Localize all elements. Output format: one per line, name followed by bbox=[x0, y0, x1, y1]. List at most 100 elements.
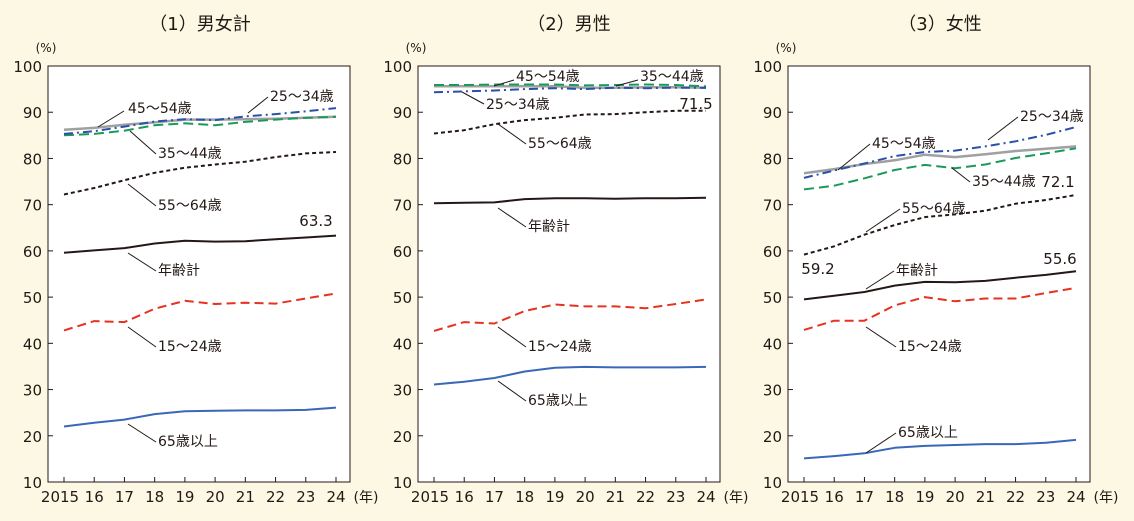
x-tick-label: 23 bbox=[1036, 488, 1055, 506]
leader-line bbox=[615, 79, 639, 87]
x-tick-label: 23 bbox=[666, 488, 685, 506]
plot-frame bbox=[417, 65, 721, 483]
series-line bbox=[433, 109, 706, 135]
leader-line bbox=[127, 423, 157, 443]
y-tick-label: 50 bbox=[23, 289, 42, 307]
y-tick-label: 80 bbox=[763, 150, 782, 168]
series-label: 25～34歳 bbox=[1020, 109, 1084, 125]
series-label: 25～34歳 bbox=[486, 97, 550, 113]
y-tick-label: 30 bbox=[763, 382, 782, 400]
x-tick-label: 18 bbox=[515, 488, 534, 506]
series-label: 年齢計 bbox=[896, 263, 938, 279]
x-tick-label: 17 bbox=[115, 488, 134, 506]
y-tick-label: 90 bbox=[763, 104, 782, 122]
value-label: 63.3 bbox=[299, 212, 332, 230]
y-tick-label: 50 bbox=[393, 289, 412, 307]
leader-line bbox=[127, 252, 157, 272]
plot-frame bbox=[47, 65, 351, 483]
y-tick-label: 20 bbox=[23, 428, 42, 446]
y-tick-label: 40 bbox=[23, 335, 42, 353]
series-line bbox=[434, 85, 707, 89]
x-tick-label: 18 bbox=[145, 488, 164, 506]
value-label: 55.6 bbox=[1043, 250, 1076, 268]
x-tick-label: 21 bbox=[976, 488, 995, 506]
leader-line bbox=[127, 326, 157, 348]
leader-line bbox=[497, 380, 527, 402]
x-tick-label: 17 bbox=[485, 488, 504, 506]
series-label: 65歳以上 bbox=[528, 393, 588, 409]
y-tick-label: 100 bbox=[753, 58, 782, 76]
series-line bbox=[803, 147, 1077, 191]
y-tick-label: 60 bbox=[23, 243, 42, 261]
leader-line bbox=[865, 326, 897, 348]
x-tick-label: 21 bbox=[606, 488, 625, 506]
series-line bbox=[803, 286, 1077, 331]
leader-line bbox=[497, 123, 527, 145]
value-label: 71.5 bbox=[679, 95, 712, 113]
chart-panel-3: （3）女性 (%) 10 20 30 40 50 60 70 80 90 100 2015 16 17 18 1… bbox=[753, 14, 1118, 506]
chart-panel-2: （2）男性 (%) 10 20 30 40 50 60 70 80 90 100 2015 16 17 18 1… bbox=[383, 14, 748, 506]
series-label: 45～54歳 bbox=[872, 136, 936, 152]
series-line bbox=[63, 292, 337, 332]
y-tick-label: 90 bbox=[393, 104, 412, 122]
y-tick-label: 10 bbox=[763, 474, 782, 492]
y-tick-label: 70 bbox=[23, 197, 42, 215]
series-line bbox=[63, 107, 337, 135]
leader-line bbox=[129, 130, 157, 155]
series-line bbox=[803, 126, 1077, 179]
leader-line bbox=[865, 208, 901, 233]
series-label: 15～24歳 bbox=[528, 339, 592, 355]
x-tick-label: 21 bbox=[236, 488, 255, 506]
x-tick-label: 17 bbox=[855, 488, 874, 506]
leader-line bbox=[461, 91, 485, 105]
y-unit-label: (%) bbox=[776, 41, 797, 55]
x-tick-label: 16 bbox=[85, 488, 104, 506]
chart-title: （1）男女計 bbox=[149, 14, 250, 35]
x-tick-label: 22 bbox=[266, 488, 285, 506]
plot-frame bbox=[787, 65, 1091, 483]
x-tick-label: 19 bbox=[175, 488, 194, 506]
series-line bbox=[63, 115, 337, 137]
series-label: 55～64歳 bbox=[158, 198, 222, 214]
series-label: 35～44歳 bbox=[972, 174, 1036, 190]
series-label: 55～64歳 bbox=[528, 136, 592, 152]
y-tick-label: 100 bbox=[383, 58, 412, 76]
series-line bbox=[63, 234, 337, 254]
y-tick-label: 80 bbox=[23, 150, 42, 168]
x-tick-label: 23 bbox=[296, 488, 315, 506]
value-label: 59.2 bbox=[801, 260, 834, 278]
leader-line bbox=[951, 167, 971, 183]
x-tick-label: 24 bbox=[326, 488, 345, 506]
leader-line bbox=[247, 96, 269, 114]
y-tick-label: 70 bbox=[763, 197, 782, 215]
series-label: 65歳以上 bbox=[158, 434, 218, 450]
y-tick-label: 20 bbox=[763, 428, 782, 446]
leader-line bbox=[497, 207, 527, 228]
series-line bbox=[63, 406, 337, 428]
x-tick-label: 2015 bbox=[781, 488, 819, 506]
x-tick-label: 20 bbox=[206, 488, 225, 506]
y-tick-label: 30 bbox=[23, 382, 42, 400]
series-label: 年齢計 bbox=[158, 263, 200, 279]
series-line bbox=[433, 298, 707, 332]
series-line bbox=[803, 194, 1077, 256]
series-label: 65歳以上 bbox=[898, 425, 958, 441]
y-tick-label: 100 bbox=[13, 58, 42, 76]
series-label: 45～54歳 bbox=[128, 101, 192, 117]
y-tick-label: 90 bbox=[23, 104, 42, 122]
y-tick-label: 30 bbox=[393, 382, 412, 400]
x-tick-label: 2015 bbox=[41, 488, 79, 506]
leader-line bbox=[97, 110, 125, 128]
x-unit-label: (年) bbox=[724, 490, 749, 506]
series-line bbox=[433, 196, 707, 205]
y-tick-label: 60 bbox=[393, 243, 412, 261]
series-label: 年齢計 bbox=[528, 219, 570, 235]
y-tick-label: 10 bbox=[23, 474, 42, 492]
x-tick-label: 2015 bbox=[411, 488, 449, 506]
y-tick-label: 50 bbox=[763, 289, 782, 307]
series-line bbox=[433, 365, 707, 386]
y-unit-label: (%) bbox=[36, 41, 57, 55]
series-label: 25～34歳 bbox=[270, 89, 334, 105]
leader-line bbox=[837, 143, 871, 171]
series-line bbox=[803, 270, 1077, 301]
